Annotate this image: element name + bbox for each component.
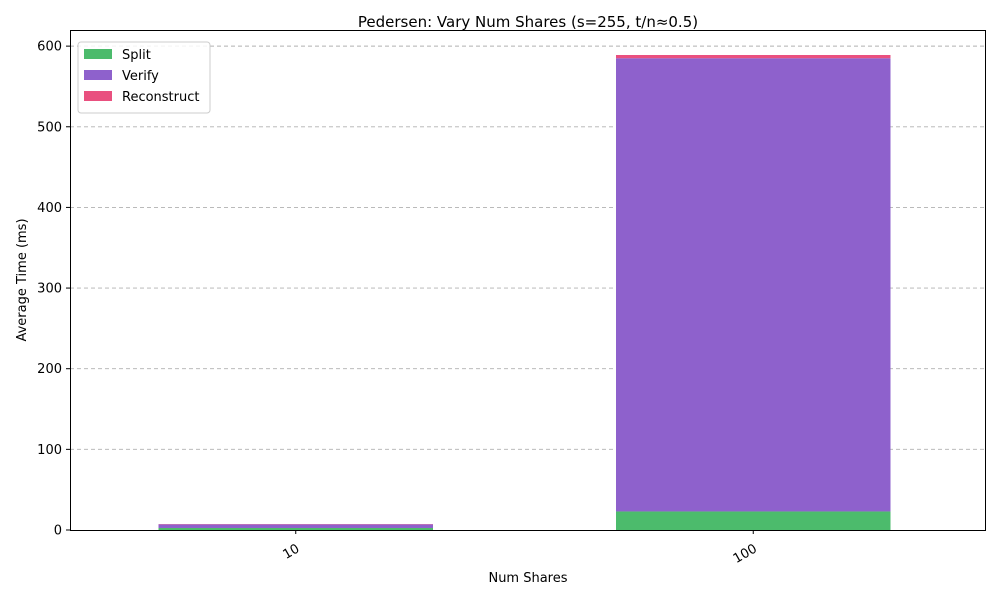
plot-frame: [70, 30, 986, 531]
y-tick-label: 100: [37, 443, 62, 458]
legend-label-verify: Verify: [122, 69, 159, 84]
bar-verify-10: [158, 524, 433, 528]
bar-reconstruct-100: [616, 55, 891, 59]
y-tick-label: 0: [54, 524, 62, 539]
bar-verify-100: [616, 58, 891, 512]
y-tick-label: 400: [37, 201, 62, 216]
y-ticks: 0 100 200 300 400 500 600: [37, 40, 70, 539]
y-tick-label: 300: [37, 282, 62, 297]
x-tick-label: 100: [731, 541, 760, 566]
legend-swatch-reconstruct: [84, 91, 112, 101]
bar-split-10: [158, 527, 433, 530]
y-axis-label: Average Time (ms): [15, 218, 30, 341]
y-tick-label: 600: [37, 40, 62, 55]
legend-label-split: Split: [122, 48, 151, 63]
y-tick-label: 500: [37, 120, 62, 135]
bar-split-100: [616, 511, 891, 530]
grid-lines: [70, 45, 985, 450]
bars: [158, 55, 891, 530]
y-tick-label: 200: [37, 362, 62, 377]
x-tick-label: 10: [280, 541, 302, 562]
x-axis-label: Num Shares: [488, 571, 567, 586]
x-ticks: 10 100: [280, 530, 760, 567]
legend: Split Verify Reconstruct: [77, 41, 211, 114]
legend-label-reconstruct: Reconstruct: [122, 90, 200, 105]
chart-title: Pedersen: Vary Num Shares (s=255, t/n≈0.…: [358, 13, 698, 31]
legend-swatch-split: [84, 49, 112, 59]
legend-swatch-verify: [84, 70, 112, 80]
